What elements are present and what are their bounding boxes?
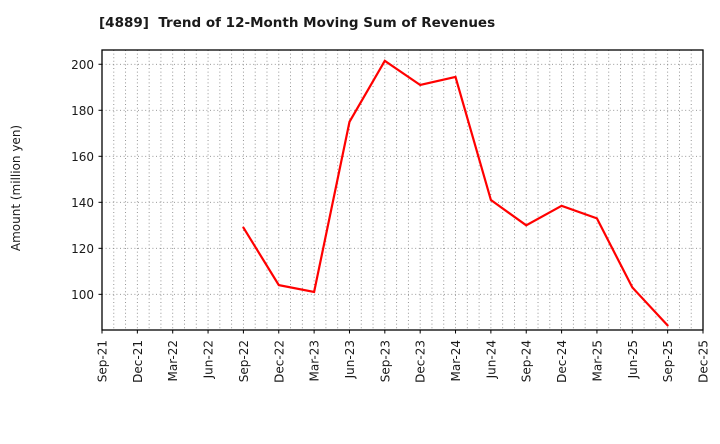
x-tick-label: Dec-25 xyxy=(697,340,711,383)
x-tick-label: Jun-22 xyxy=(202,340,216,379)
y-tick-label: 120 xyxy=(71,242,94,256)
x-tick-label: Sep-23 xyxy=(378,340,392,382)
x-tick-label: Sep-21 xyxy=(96,340,110,382)
x-tick-label: Mar-23 xyxy=(308,340,322,381)
x-tick-label: Mar-25 xyxy=(590,340,604,381)
y-tick-label: 140 xyxy=(71,196,94,210)
x-tick-label: Jun-23 xyxy=(343,340,357,379)
y-tick-label: 100 xyxy=(71,288,94,302)
x-tick-label: Sep-25 xyxy=(661,340,675,382)
y-tick-label: 200 xyxy=(71,58,94,72)
x-tick-label: Jun-24 xyxy=(484,340,498,379)
x-tick-label: Dec-23 xyxy=(414,340,428,383)
y-tick-label: 180 xyxy=(71,104,94,118)
y-tick-label: 160 xyxy=(71,150,94,164)
x-tick-label: Mar-22 xyxy=(166,340,180,381)
x-tick-label: Mar-24 xyxy=(449,340,463,381)
x-tick-label: Sep-24 xyxy=(520,340,534,382)
plot-border xyxy=(101,49,704,331)
chart-title: [4889] Trend of 12-Month Moving Sum of R… xyxy=(99,15,496,31)
x-tick-label: Dec-22 xyxy=(272,340,286,383)
x-tick-label: Jun-25 xyxy=(626,340,640,379)
x-tick-label: Dec-24 xyxy=(555,340,569,383)
y-axis-label: Amount (million yen) xyxy=(9,124,23,252)
x-tick-label: Dec-21 xyxy=(131,340,145,383)
revenue-line xyxy=(242,59,669,327)
x-tick-label: Sep-22 xyxy=(237,340,251,382)
